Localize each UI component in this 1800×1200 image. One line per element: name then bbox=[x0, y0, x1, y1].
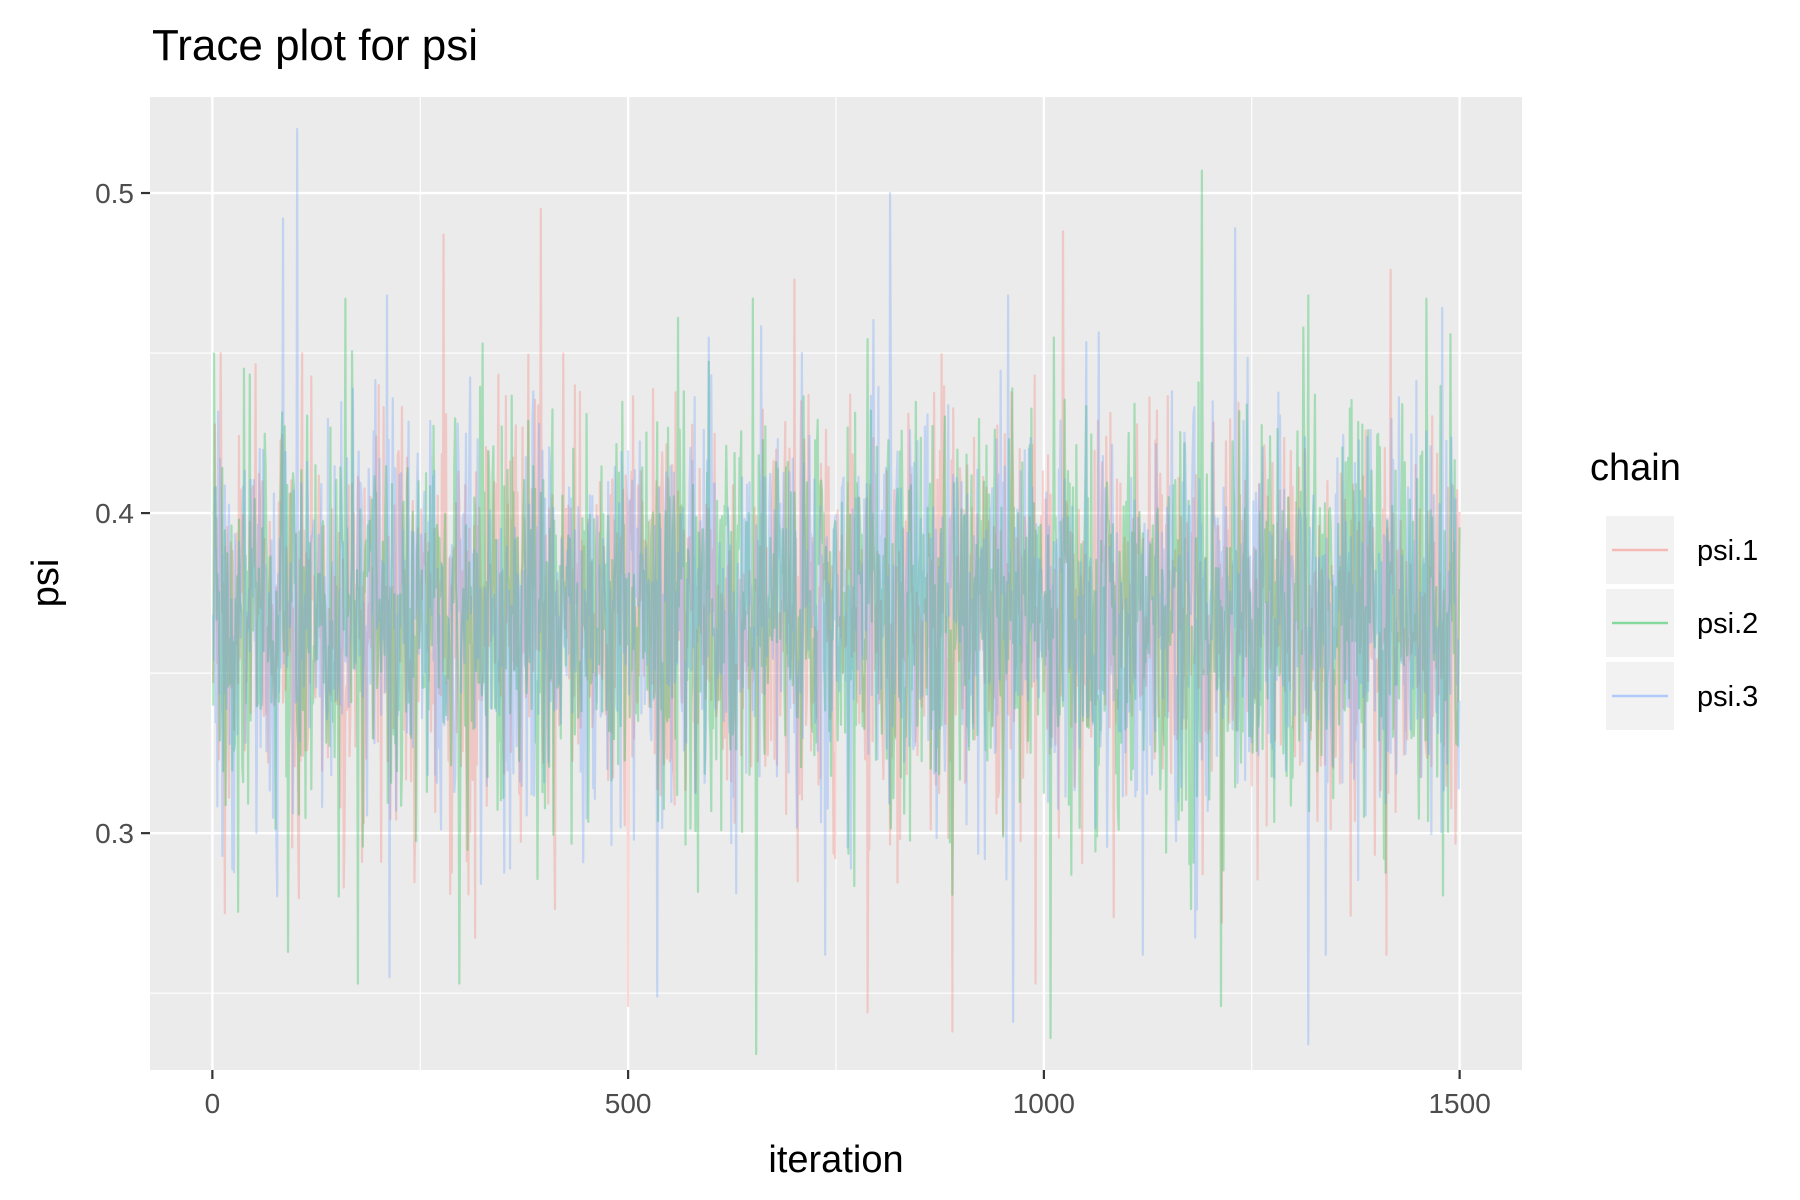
x-tick-label-3: 1500 bbox=[1428, 1088, 1490, 1119]
y-tick-label-0: 0.3 bbox=[95, 818, 134, 849]
y-tick-label-1: 0.4 bbox=[95, 498, 134, 529]
legend-key-psi.2 bbox=[1606, 589, 1674, 657]
x-axis: 0 500 1000 1500 bbox=[205, 1070, 1491, 1119]
legend-label-psi.1: psi.1 bbox=[1697, 535, 1758, 567]
x-tick-label-0: 0 bbox=[205, 1088, 221, 1119]
legend-label-psi.2: psi.2 bbox=[1697, 608, 1758, 640]
series-line-psi.3 bbox=[212, 127, 1461, 1046]
legend-title: chain bbox=[1590, 447, 1681, 489]
y-tick-label-2: 0.5 bbox=[95, 178, 134, 209]
series-line-psi.1 bbox=[212, 207, 1461, 1033]
chart-title: Trace plot for psi bbox=[152, 21, 478, 70]
major-gridlines bbox=[150, 97, 1522, 1070]
series-layer bbox=[212, 127, 1461, 1056]
legend-key-psi.3 bbox=[1606, 662, 1674, 730]
y-axis: 0.3 0.4 0.5 bbox=[95, 178, 150, 849]
legend-key-psi.1 bbox=[1606, 516, 1674, 584]
y-axis-title: psi bbox=[25, 559, 67, 608]
minor-gridlines bbox=[150, 97, 1522, 1070]
x-axis-title: iteration bbox=[768, 1139, 903, 1181]
legend-label-psi.3: psi.3 bbox=[1697, 681, 1758, 713]
x-tick-label-2: 1000 bbox=[1013, 1088, 1075, 1119]
series-line-psi.2 bbox=[212, 169, 1461, 1056]
x-tick-label-1: 500 bbox=[605, 1088, 652, 1119]
legend: chain psi.1 psi.2 psi.3 bbox=[1590, 447, 1758, 730]
